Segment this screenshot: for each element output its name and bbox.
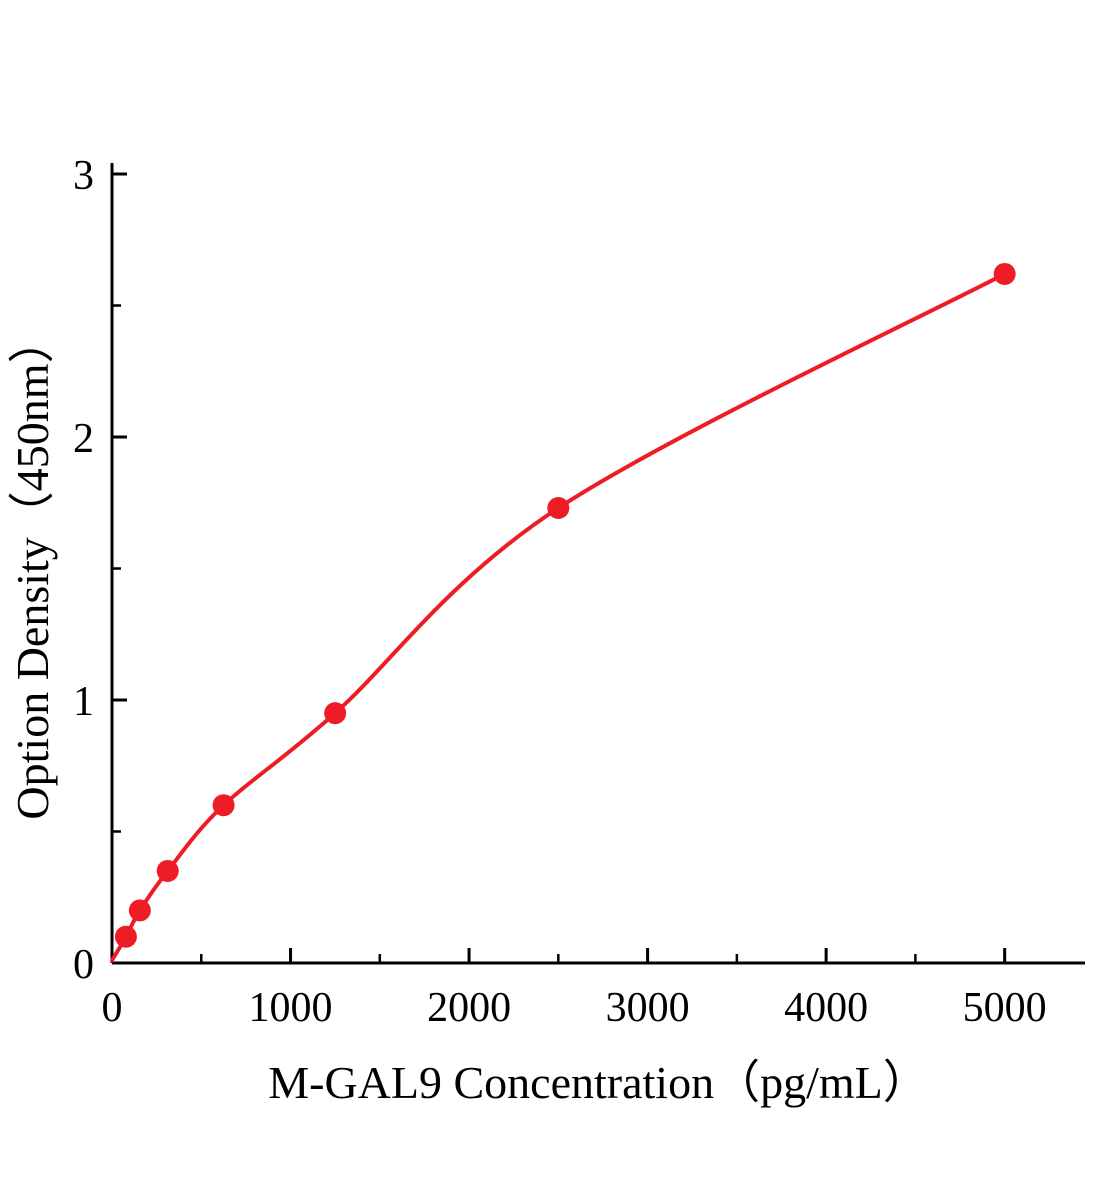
- x-tick-label: 2000: [427, 985, 511, 1031]
- data-point: [128, 899, 151, 922]
- x-axis-title: M-GAL9 Concentration（pg/mL）: [268, 1057, 929, 1108]
- data-point: [547, 497, 570, 520]
- data-point: [156, 859, 179, 882]
- x-tick-label: 5000: [963, 985, 1047, 1031]
- data-point: [114, 925, 137, 948]
- y-axis-title: Option Density（450nm）: [7, 317, 58, 819]
- data-point: [993, 262, 1016, 285]
- y-tick-label: 0: [73, 942, 94, 988]
- y-tick-label: 1: [73, 679, 94, 725]
- y-tick-label: 3: [73, 153, 94, 199]
- x-tick-label: 1000: [249, 985, 333, 1031]
- x-tick-label: 0: [102, 985, 123, 1031]
- standard-curve-line: [110, 271, 1007, 963]
- data-point: [212, 794, 235, 817]
- x-tick-label: 4000: [784, 985, 868, 1031]
- y-tick-label: 2: [73, 416, 94, 462]
- x-tick-label: 3000: [606, 985, 690, 1031]
- data-point: [324, 702, 347, 725]
